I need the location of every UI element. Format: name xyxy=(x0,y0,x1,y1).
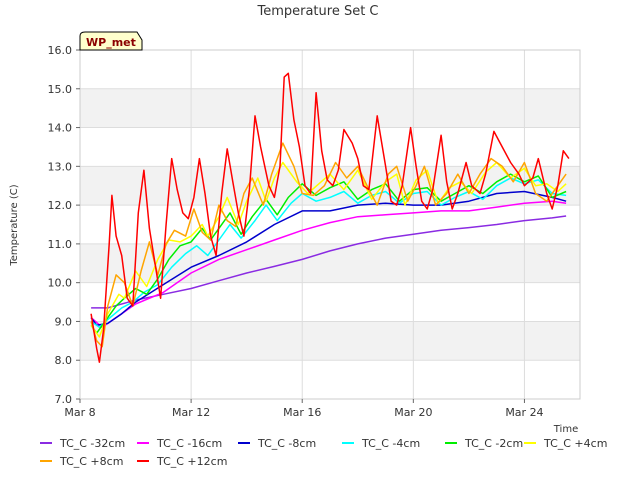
y-axis-label: Temperature (C) xyxy=(9,184,20,266)
legend-label: TC_C -32cm xyxy=(59,437,125,450)
series-line xyxy=(90,142,567,348)
chart-title: Temperature Set C xyxy=(256,4,378,19)
y-tick-label: 12.0 xyxy=(48,199,73,212)
legend: TC_C -32cm TC_C -16cm TC_C -8cm TC_C -4cm TC… xyxy=(40,437,607,468)
legend-item: TC_C -16cm xyxy=(137,437,222,450)
y-tick-label: 11.0 xyxy=(48,238,73,251)
plot-band xyxy=(80,88,580,128)
y-tick-label: 15.0 xyxy=(48,83,73,96)
y-tick-label: 10.0 xyxy=(48,277,73,290)
x-tick-label: Mar 20 xyxy=(394,406,432,419)
series-line xyxy=(91,215,567,309)
series-lines xyxy=(90,72,570,363)
legend-label: TC_C -2cm xyxy=(464,437,523,450)
legend-item: TC_C -32cm xyxy=(40,437,125,450)
y-tick-label: 13.0 xyxy=(48,160,73,173)
legend-label: TC_C +4cm xyxy=(543,437,607,450)
plot-band xyxy=(80,321,580,361)
series-line xyxy=(90,177,567,329)
x-axis-label: Time xyxy=(553,424,578,435)
y-tick-label: 8.0 xyxy=(55,354,73,367)
plot-frame xyxy=(79,49,581,400)
y-tick-label: 9.0 xyxy=(55,315,73,328)
wp-met-label: WP_met xyxy=(86,36,136,49)
series-line xyxy=(90,161,567,338)
series-line xyxy=(90,190,567,327)
legend-item: TC_C +4cm xyxy=(524,437,607,450)
y-tick-label: 7.0 xyxy=(55,393,73,406)
plot-background xyxy=(80,50,580,399)
legend-item: TC_C -4cm xyxy=(342,437,420,450)
legend-item: TC_C +8cm xyxy=(40,455,123,468)
gridlines xyxy=(79,49,580,400)
legend-label: TC_C -8cm xyxy=(257,437,316,450)
series-line xyxy=(90,72,570,363)
x-tick-label: Mar 16 xyxy=(283,406,321,419)
legend-item: TC_C -8cm xyxy=(238,437,316,450)
y-tick-label: 16.0 xyxy=(48,44,73,57)
legend-label: TC_C -4cm xyxy=(361,437,420,450)
x-tick-label: Mar 12 xyxy=(172,406,210,419)
legend-label: TC_C +12cm xyxy=(156,455,227,468)
y-tick-label: 14.0 xyxy=(48,122,73,135)
legend-item: TC_C +12cm xyxy=(137,455,227,468)
x-tick-label: Mar 8 xyxy=(64,406,95,419)
axes: 7.0 8.0 9.0 10.0 11.0 12.0 13.0 14.0 15.0 16.0 Mar… xyxy=(48,44,581,419)
legend-label: TC_C +8cm xyxy=(59,455,123,468)
x-tick-label: Mar 24 xyxy=(505,406,543,419)
wp-met-badge: WP_met xyxy=(79,31,143,51)
legend-item: TC_C -2cm xyxy=(445,437,523,450)
legend-label: TC_C -16cm xyxy=(156,437,222,450)
